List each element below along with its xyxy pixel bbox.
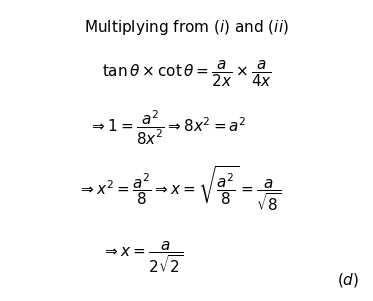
Text: $\Rightarrow x = \dfrac{a}{2\sqrt{2}}$: $\Rightarrow x = \dfrac{a}{2\sqrt{2}}$ — [102, 239, 183, 275]
Text: $(d)$: $(d)$ — [337, 272, 359, 290]
Text: $\tan \theta \times \cot \theta = \dfrac{a}{2x} \times \dfrac{a}{4x}$: $\tan \theta \times \cot \theta = \dfrac… — [101, 59, 272, 88]
Text: $\Rightarrow 1 = \dfrac{a^2}{8x^2} \Rightarrow 8x^2 = a^2$: $\Rightarrow 1 = \dfrac{a^2}{8x^2} \Righ… — [89, 109, 247, 147]
Text: $\Rightarrow x^2 = \dfrac{a^2}{8} \Rightarrow x = \sqrt{\dfrac{a^2}{8}} = \dfrac: $\Rightarrow x^2 = \dfrac{a^2}{8} \Right… — [78, 164, 281, 213]
Text: Multiplying from $(i)$ and $(ii)$: Multiplying from $(i)$ and $(ii)$ — [84, 17, 289, 36]
